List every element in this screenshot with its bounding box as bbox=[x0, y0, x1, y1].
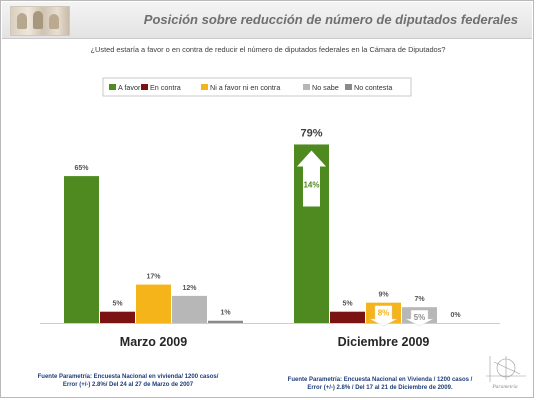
legend-label-en-contra: En contra bbox=[150, 83, 181, 92]
header-bar: Posición sobre reducción de número de di… bbox=[2, 2, 532, 39]
legend-swatch-a-favor bbox=[109, 84, 116, 90]
bar-no-contesta-marzo-2009 bbox=[208, 320, 243, 323]
legend-label-no-sabe: No sabe bbox=[312, 83, 339, 92]
header-photo bbox=[10, 6, 70, 36]
data-label-no-contesta-marzo-2009: 1% bbox=[220, 310, 231, 317]
page-title: Posición sobre reducción de número de di… bbox=[143, 12, 518, 27]
data-label-a-favor-marzo-2009: 65% bbox=[74, 165, 89, 172]
bar-a-favor-marzo-2009 bbox=[64, 176, 99, 323]
legend-box bbox=[102, 77, 412, 97]
footer-source-2: Fuente Parametría: Encuesta Nacional en … bbox=[280, 376, 480, 392]
data-label-no-sabe-diciembre-2009: 7% bbox=[414, 296, 425, 303]
footer-2-line-2: Error (+/-) 2.8% / Del 17 al 21 de Dicie… bbox=[307, 385, 453, 391]
annotation-label-a-favor: 14% bbox=[303, 180, 319, 189]
data-label-en-contra-marzo-2009: 5% bbox=[112, 301, 123, 308]
legend-label-a-favor: A favor bbox=[118, 83, 141, 92]
footer-1-line-1: Fuente Parametría: Encuesta Nacional en … bbox=[37, 374, 219, 380]
footer-2-line-1: Fuente Parametría: Encuesta Nacional en … bbox=[287, 377, 473, 383]
bar-en-contra-diciembre-2009 bbox=[330, 311, 365, 323]
data-label-no-sabe-marzo-2009: 12% bbox=[182, 285, 197, 292]
legend-swatch-en-contra bbox=[141, 84, 148, 90]
footer-source-1: Fuente Parametría: Encuesta Nacional en … bbox=[28, 373, 228, 389]
bar-no-sabe-marzo-2009 bbox=[172, 295, 207, 323]
data-label-ni-a-favor-ni-en-contra-diciembre-2009: 9% bbox=[378, 292, 389, 299]
parametria-logo: Parametría bbox=[486, 356, 526, 390]
arrow-up-a-favor bbox=[297, 150, 326, 207]
data-label-no-contesta-diciembre-2009: 0% bbox=[450, 312, 461, 319]
bar-ni-a-favor-ni-en-contra-marzo-2009 bbox=[136, 284, 171, 323]
data-label-en-contra-diciembre-2009: 5% bbox=[342, 301, 353, 308]
logo-text: Parametría bbox=[491, 384, 518, 390]
legend-swatch-ni-a-favor-ni-en-contra bbox=[201, 84, 208, 90]
category-label-diciembre-2009: Diciembre 2009 bbox=[338, 335, 430, 349]
annotation-label-ni-a-favor-ni-en-contra: 8% bbox=[378, 309, 390, 318]
legend-swatch-no-contesta bbox=[345, 84, 352, 90]
bar-en-contra-marzo-2009 bbox=[100, 311, 135, 323]
footer-1-line-2: Error (+/-) 2.8%/ Del 24 al 27 de Marzo … bbox=[62, 382, 194, 388]
annotation-label-no-sabe: 5% bbox=[414, 313, 426, 322]
chart-question: ¿Usted estaría a favor o en contra de re… bbox=[90, 45, 446, 54]
category-label-marzo-2009: Marzo 2009 bbox=[120, 335, 187, 349]
legend-swatch-no-sabe bbox=[303, 84, 310, 90]
legend-label-ni-a-favor-ni-en-contra: Ni a favor ni en contra bbox=[210, 83, 280, 92]
arrow-down-ni-a-favor-ni-en-contra bbox=[369, 305, 398, 327]
data-label-a-favor-diciembre-2009: 79% bbox=[300, 127, 322, 139]
arrow-down-no-sabe bbox=[405, 309, 434, 327]
legend-label-no-contesta: No contesta bbox=[354, 83, 392, 92]
data-label-ni-a-favor-ni-en-contra-marzo-2009: 17% bbox=[146, 274, 161, 281]
